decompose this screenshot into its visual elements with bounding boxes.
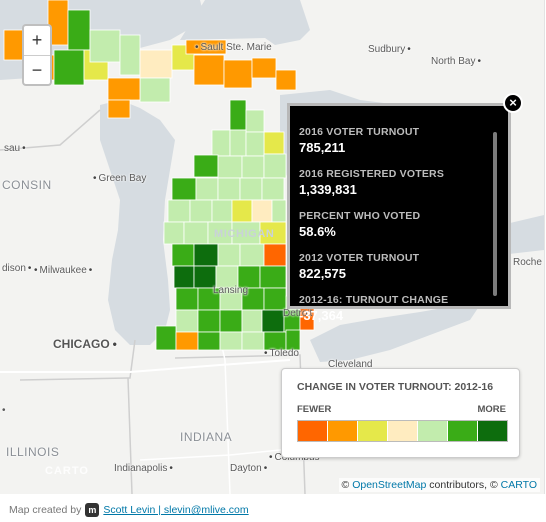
place-sudbury: Sudbury <box>368 44 413 55</box>
place-detroit: Detroit <box>283 308 313 319</box>
place-sudbury-label: Sudbury <box>368 44 406 55</box>
place-chicago-label: CHICAGO <box>53 337 110 351</box>
place-sau: sau <box>4 143 28 154</box>
zoom-control: + − <box>22 24 52 86</box>
legend-swatch <box>298 421 328 441</box>
map-credit: Map created by m Scott Levin | slevin@ml… <box>9 503 249 517</box>
popup-scrollbar[interactable] <box>493 132 497 296</box>
popup-label: 2012-16: TURNOUT CHANGE <box>299 294 449 306</box>
legend-swatch <box>448 421 478 441</box>
place-north-bay: North Bay <box>431 56 483 67</box>
legend-swatch <box>358 421 388 441</box>
place-cleveland: Cleveland <box>328 359 373 370</box>
legend-high-label: MORE <box>477 404 507 415</box>
place-indianapolis-label: Indianapolis <box>114 463 168 474</box>
attribution-middle: contributors, © <box>429 479 498 491</box>
popup-label: 2016 VOTER TURNOUT <box>299 126 420 138</box>
place-wisconsin: CONSIN <box>2 178 52 192</box>
popup-value: 822,575 <box>299 266 346 281</box>
place-green-bay-label: Green Bay <box>98 173 147 184</box>
place-milwaukee-label: Milwaukee <box>39 265 87 276</box>
legend-swatch <box>478 421 507 441</box>
place-madison: dison <box>2 263 33 274</box>
author-link[interactable]: Scott Levin | slevin@mlive.com <box>103 504 249 516</box>
zoom-in-button[interactable]: + <box>24 26 50 56</box>
place-dayton: Dayton <box>230 463 269 474</box>
place-sau-label: sau <box>4 143 21 154</box>
credit-prefix: Map created by <box>9 504 82 516</box>
map-canvas[interactable]: Sault Ste. Marie Sudbury North Bay sau C… <box>0 0 545 494</box>
popup-value: 785,211 <box>299 140 346 155</box>
place-toledo-label: Toledo <box>269 348 299 359</box>
popup-close-button[interactable]: × <box>503 93 523 113</box>
legend-color-scale <box>297 420 508 442</box>
attribution-prefix: © <box>341 479 350 491</box>
zoom-out-button[interactable]: − <box>31 60 43 80</box>
place-milwaukee: Milwaukee <box>34 265 94 276</box>
place-indianapolis: Indianapolis <box>114 463 175 474</box>
legend-swatch <box>418 421 448 441</box>
popup-content: 2016 VOTER TURNOUT 785,211 2016 REGISTERED… <box>290 106 508 323</box>
place-madison-label: dison <box>2 263 26 274</box>
legend-swatch <box>388 421 418 441</box>
carto-link[interactable]: CARTO <box>500 479 537 491</box>
place-chicago: CHICAGO <box>53 337 119 351</box>
legend-low-label: FEWER <box>297 404 332 415</box>
popup-label: PERCENT WHO VOTED <box>299 210 421 222</box>
mlive-logo-icon: m <box>85 503 100 517</box>
place-lansing: Lansing <box>213 285 249 296</box>
place-illinois: ILLINOIS <box>6 445 60 459</box>
legend-title: CHANGE IN VOTER TURNOUT: 2012-16 <box>297 381 494 393</box>
place-dayton-label: Dayton <box>230 463 262 474</box>
legend: CHANGE IN VOTER TURNOUT: 2012-16 FEWER M… <box>281 368 520 458</box>
place-north-bay-label: North Bay <box>431 56 476 67</box>
popup-value: -37,364 <box>299 308 344 323</box>
county-popup: 2016 VOTER TURNOUT 785,211 2016 REGISTERED… <box>287 103 511 323</box>
place-green-bay: Green Bay <box>93 173 146 184</box>
place-toledo: Toledo <box>264 348 299 359</box>
popup-label: 2016 REGISTERED VOTERS <box>299 168 445 180</box>
place-sault-label: Sault Ste. Marie <box>200 42 272 53</box>
osm-link[interactable]: OpenStreetMap <box>352 479 427 491</box>
place-michigan: MICHIGAN <box>214 228 275 240</box>
place-edge-dot: • <box>2 405 6 416</box>
legend-swatch <box>328 421 358 441</box>
popup-value: 58.6% <box>299 224 336 239</box>
place-sault-ste-marie: Sault Ste. Marie <box>195 42 272 53</box>
place-indiana: INDIANA <box>180 430 233 444</box>
popup-label: 2012 VOTER TURNOUT <box>299 252 420 264</box>
popup-value: 1,339,831 <box>299 182 357 197</box>
place-rochester: Roche <box>513 257 542 268</box>
map-attribution: © OpenStreetMap contributors, © CARTO <box>338 478 540 492</box>
carto-watermark: CARTO <box>45 465 89 477</box>
